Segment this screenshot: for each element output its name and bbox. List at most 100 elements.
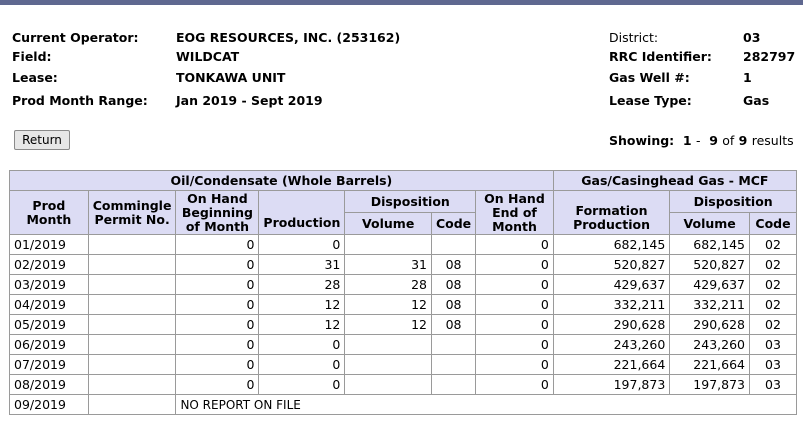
oil-volume-cell: 12: [344, 294, 432, 315]
field-label: Field:: [12, 49, 52, 64]
operator-label: Current Operator:: [12, 30, 139, 45]
range-to: 9: [709, 133, 718, 148]
production-cell: 0: [258, 374, 346, 395]
prod-month-cell: 04/2019: [9, 294, 89, 315]
on-hand-begin-cell: 0: [175, 294, 260, 315]
table-row: 02/2019 0 31 31 08 0 520,827 520,827 02: [9, 254, 797, 275]
commingle-cell: [87, 374, 177, 395]
oil-volume-cell: 12: [344, 314, 432, 335]
table-row: 05/2019 0 12 12 08 0 290,628 290,628 02: [9, 314, 797, 335]
operator-value: EOG RESOURCES, INC. (253162): [176, 30, 401, 45]
oil-code-cell: [430, 354, 477, 375]
on-hand-end-cell: 0: [475, 234, 554, 255]
prod-month-cell: 05/2019: [9, 314, 89, 335]
on-hand-beginning-header: On Hand Beginning of Month: [175, 190, 260, 235]
field-value: WILDCAT: [176, 49, 240, 64]
gas-well-label: Gas Well #:: [609, 70, 690, 85]
production-cell: 0: [258, 234, 346, 255]
gas-volume-cell: 332,211: [669, 294, 750, 315]
lease-info: Current Operator: EOG RESOURCES, INC. (2…: [0, 30, 803, 115]
on-hand-begin-cell: 0: [175, 274, 260, 295]
table-row: 04/2019 0 12 12 08 0 332,211 332,211 02: [9, 294, 797, 315]
gas-code-cell: 02: [749, 234, 797, 255]
formation-production-cell: 520,827: [552, 254, 671, 275]
prod-month-cell: 07/2019: [9, 354, 89, 375]
gas-volume-cell: 429,637: [669, 274, 750, 295]
oil-disposition-header: Disposition: [344, 190, 477, 213]
production-table: Oil/Condensate (Whole Barrels) Gas/Casin…: [9, 170, 798, 415]
prod-month-header: Prod Month: [9, 190, 89, 235]
oil-volume-header: Volume: [344, 212, 432, 235]
gas-code-header: Code: [749, 212, 797, 235]
production-cell: 0: [258, 354, 346, 375]
on-hand-end-cell: 0: [475, 274, 554, 295]
production-cell: 0: [258, 334, 346, 355]
lease-type-label: Lease Type:: [609, 93, 692, 108]
oil-code-cell: [430, 374, 477, 395]
table-row: 01/2019 0 0 0 682,145 682,145 02: [9, 234, 797, 255]
table-row: 07/2019 0 0 0 221,664 221,664 03: [9, 354, 797, 375]
header-group-row: Oil/Condensate (Whole Barrels) Gas/Casin…: [9, 170, 798, 191]
formation-production-header: Formation Production: [552, 190, 671, 235]
no-report-message: NO REPORT ON FILE: [175, 394, 797, 415]
table-row-no-report: 09/2019 NO REPORT ON FILE: [9, 394, 797, 415]
gas-code-cell: 02: [749, 254, 797, 275]
prod-month-cell: 08/2019: [9, 374, 89, 395]
commingle-cell: [87, 314, 177, 335]
gas-code-cell: 02: [749, 314, 797, 335]
district-value: 03: [743, 30, 761, 45]
table-row: 06/2019 0 0 0 243,260 243,260 03: [9, 334, 797, 355]
gas-code-cell: 03: [749, 354, 797, 375]
gas-volume-cell: 243,260: [669, 334, 750, 355]
oil-volume-cell: [344, 354, 432, 375]
district-label: District:: [609, 30, 659, 45]
commingle-cell: [87, 234, 177, 255]
gas-code-cell: 03: [749, 334, 797, 355]
on-hand-begin-cell: 0: [175, 234, 260, 255]
on-hand-begin-cell: 0: [175, 354, 260, 375]
on-hand-end-cell: 0: [475, 254, 554, 275]
commingle-cell: [87, 354, 177, 375]
lease-value: TONKAWA UNIT: [176, 70, 286, 85]
info-row-lease: Lease: TONKAWA UNIT Gas Well #: 1: [0, 70, 803, 88]
on-hand-begin-cell: 0: [175, 254, 260, 275]
of-word: of: [722, 133, 735, 148]
formation-production-cell: 197,873: [552, 374, 671, 395]
production-cell: 31: [258, 254, 346, 275]
showing-label: Showing:: [609, 133, 675, 148]
info-row-field: Field: WILDCAT RRC Identifier: 282797: [0, 49, 803, 67]
prod-month-cell: 02/2019: [9, 254, 89, 275]
rrc-identifier-label: RRC Identifier:: [609, 49, 712, 64]
formation-production-cell: 429,637: [552, 274, 671, 295]
oil-code-cell: 08: [430, 254, 477, 275]
oil-volume-cell: [344, 334, 432, 355]
oil-volume-cell: [344, 234, 432, 255]
on-hand-begin-cell: 0: [175, 374, 260, 395]
oil-volume-cell: 31: [344, 254, 432, 275]
commingle-cell: [87, 294, 177, 315]
prod-month-cell: 09/2019: [9, 394, 89, 415]
production-cell: 28: [258, 274, 346, 295]
on-hand-begin-cell: 0: [175, 334, 260, 355]
gas-volume-cell: 290,628: [669, 314, 750, 335]
prod-month-cell: 06/2019: [9, 334, 89, 355]
commingle-cell: [87, 394, 177, 415]
prod-month-cell: 01/2019: [9, 234, 89, 255]
prod-month-range-label: Prod Month Range:: [12, 93, 148, 108]
results-total: 9: [738, 133, 748, 148]
commingle-cell: [87, 274, 177, 295]
lease-type-value: Gas: [743, 93, 770, 108]
return-button[interactable]: Return: [14, 130, 70, 150]
gas-code-cell: 02: [749, 274, 797, 295]
range-separator: -: [695, 133, 701, 148]
prod-month-cell: 03/2019: [9, 274, 89, 295]
oil-volume-cell: 28: [344, 274, 432, 295]
range-from: 1: [682, 133, 692, 148]
table-row: 08/2019 0 0 0 197,873 197,873 03: [9, 374, 797, 395]
formation-production-cell: 243,260: [552, 334, 671, 355]
gas-volume-header: Volume: [669, 212, 750, 235]
oil-code-cell: 08: [430, 274, 477, 295]
header-row-2: Prod Month Commingle Permit No. On Hand …: [9, 190, 797, 235]
production-cell: 12: [258, 314, 346, 335]
results-word: results: [751, 133, 794, 148]
